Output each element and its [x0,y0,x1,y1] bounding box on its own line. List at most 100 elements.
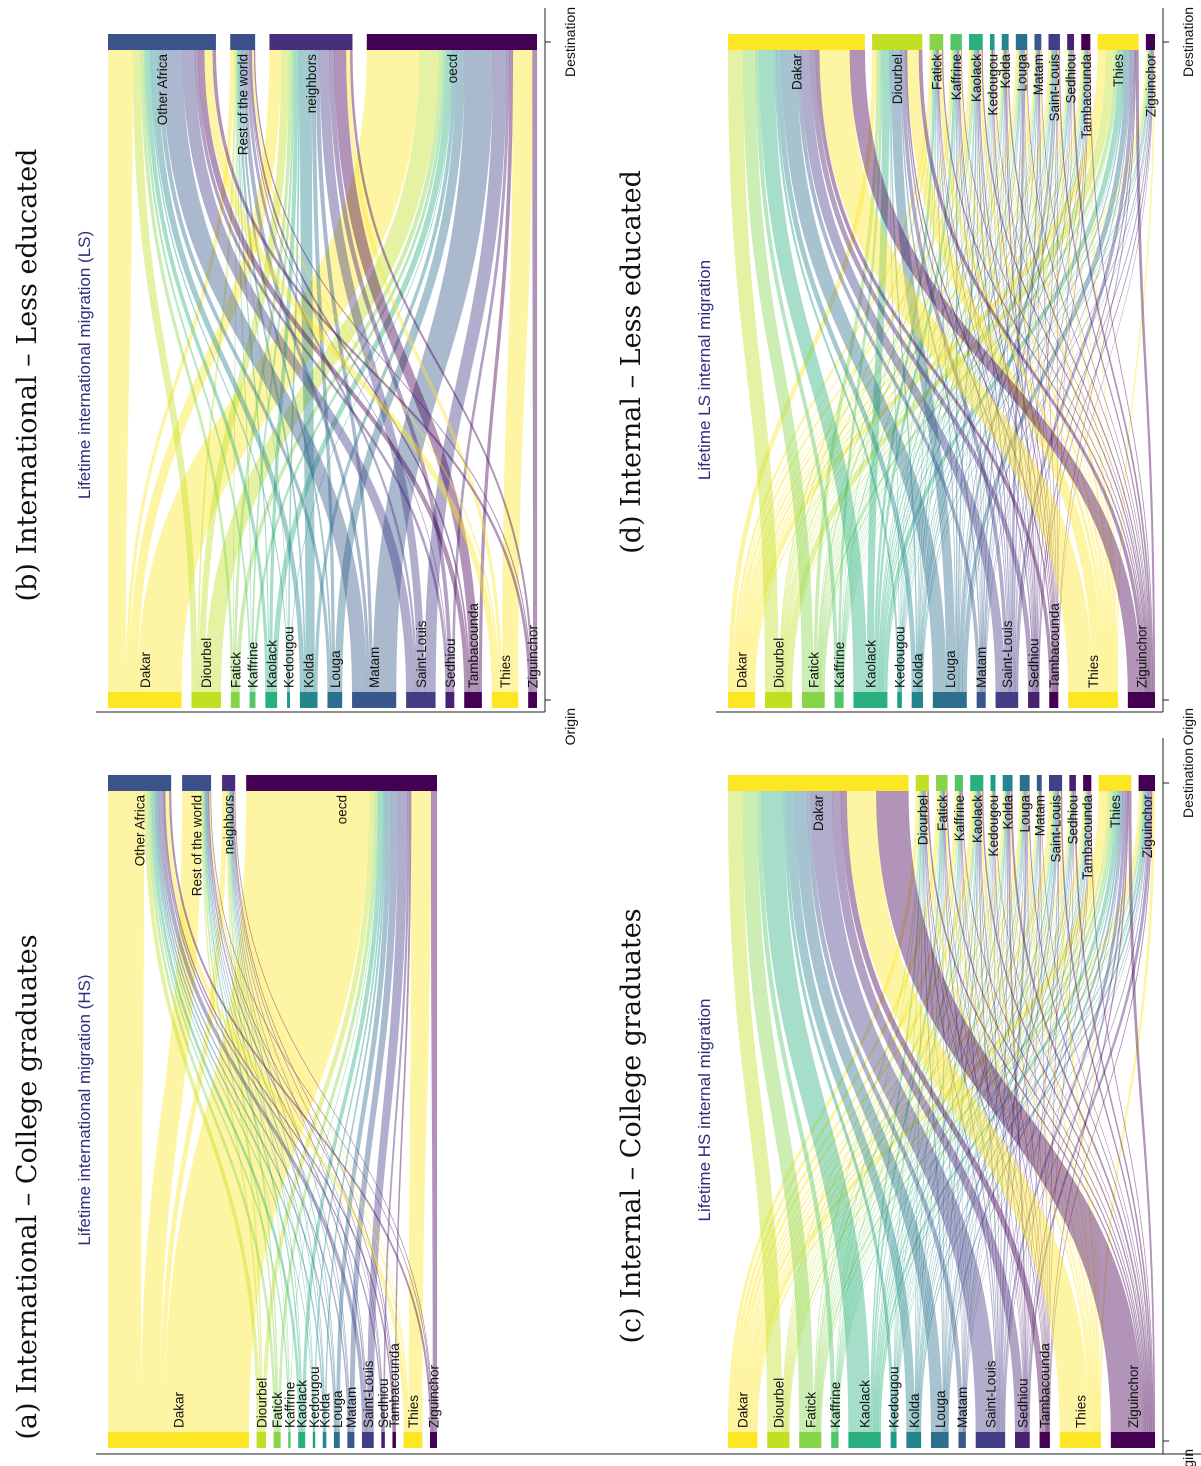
flow-ziguinchor-to-rest-of-the-world [253,49,532,693]
destination-label-louga: Louga [1015,54,1030,92]
flow-ziguinchor-to-thies [1128,790,1156,1433]
origin-label-matam: Matam [367,647,382,688]
origin-node-louga [333,1432,340,1448]
origin-node-fatick [802,692,825,708]
origin-node-thies [1068,692,1118,708]
origin-node-louga [932,692,967,708]
origin-label-dakar: Dakar [138,651,153,688]
origin-label-kedougou: Kedougou [893,626,908,688]
origin-node-sedhiou [1028,692,1040,708]
flow-ziguinchor-to-sedhiou [1072,49,1153,693]
destination-label-diourbel: Diourbel [890,54,905,104]
origin-label-kedougou: Kedougou [307,1366,322,1428]
flow-dakar-to-neighbors [128,49,282,693]
destination-node-sedhiou [1069,775,1076,791]
origin-node-kedougou [312,1432,316,1448]
destination-label-oecd: oecd [335,795,350,824]
origin-label-kaffrine: Kaffrine [246,642,261,688]
panel-a-chart: Dakar Diourbel Fatick Kaffrine Kaolack Kedoug… [96,775,1201,1455]
origin-node-diourbel [256,1432,266,1448]
origin-axis-label: Origin [1180,708,1196,745]
origin-label-ziguinchor: Ziguinchor [1134,624,1149,688]
destination-node-neighbors [222,775,236,791]
flow-ziguinchor-to-fatick [941,49,1146,693]
origin-label-saint-louis: Saint-Louis [983,1360,998,1428]
destination-node-oecd [366,34,537,50]
origin-node-saint-louis [975,1432,1006,1448]
origin-node-matam [958,1432,966,1448]
origin-node-kedougou [890,1432,897,1448]
destination-label-matam: Matam [1031,54,1046,95]
flow-ziguinchor-to-kaolack [981,49,1148,693]
origin-label-diourbel: Diourbel [254,1378,269,1428]
origin-label-saint-louis: Saint-Louis [414,620,429,688]
flow-ziguinchor-to-dakar [849,49,1142,693]
origin-node-kedougou [287,692,290,708]
origin-node-louga [327,692,343,708]
flow-ziguinchor-to-oecd [430,790,438,1433]
origin-node-saint-louis [406,692,436,708]
destination-node-oecd [246,775,437,791]
destination-node-kedougou [990,775,996,791]
destination-label-oecd: oecd [445,54,460,83]
origin-node-saint-louis [995,692,1019,708]
origin-label-thies: Thies [498,655,513,688]
destination-label-saint-louis: Saint-Louis [1049,795,1064,863]
destination-node-neighbors [269,34,353,50]
destination-label-saint-louis: Saint-Louis [1047,54,1062,122]
origin-node-dakar [108,1432,249,1448]
origin-axis-label: Origin [1180,1449,1196,1466]
origin-label-kaffrine: Kaffrine [828,1382,843,1428]
origin-label-dakar: Dakar [172,1391,187,1428]
origin-node-matam [976,692,986,708]
origin-node-thies [403,1432,423,1448]
origin-node-fatick [273,1432,281,1448]
destination-node-tambacounda [1081,34,1091,50]
origin-label-kolda: Kolda [910,653,925,688]
origin-label-matam: Matam [974,647,989,688]
flows [107,49,538,693]
origin-node-fatick [230,692,240,708]
destination-node-matam [1036,775,1042,791]
origin-node-matam [352,692,397,708]
origin-label-fatick: Fatick [803,1392,818,1428]
panel-c-subtitle: Lifetime HS internal migration [695,999,714,1222]
origin-label-kolda: Kolda [318,1393,333,1428]
destination-label-kaffrine: Kaffrine [949,54,964,100]
destination-label-sedhiou: Sedhiou [1064,54,1079,104]
panel-b-chart: Dakar Diourbel Fatick Kaffrine Kaolack Kedoug… [96,7,578,745]
origin-node-ziguinchor [429,1432,437,1448]
origin-node-louga [930,1432,949,1448]
origin-node-kolda [906,1432,922,1448]
origin-node-kaffrine [834,692,844,708]
destination-node-tambacounda [1083,775,1092,791]
flow-kaffrine-to-oecd [289,790,379,1433]
origin-label-kaffrine: Kaffrine [282,1382,297,1428]
destination-label-rest-of-the-world: Rest of the world [236,54,251,155]
panel-d-subtitle: Lifetime LS internal migration [695,260,714,480]
panel-a-subtitle: Lifetime international migration (HS) [75,974,94,1245]
panel-b-title: (b) International – Less educated [12,149,43,602]
destination-label-tambacounda: Tambacounda [1079,54,1094,139]
origin-label-diourbel: Diourbel [771,1378,786,1428]
destination-label-kaolack: Kaolack [969,54,984,102]
destination-label-diourbel: Diourbel [915,795,930,845]
flow-diourbel-to-thies [787,790,1111,1433]
destination-node-saint-louis [1048,34,1060,50]
flow-dakar-to-other-africa [107,49,133,693]
origin-node-kolda [299,692,318,708]
flow-ziguinchor-to-louga [1028,790,1151,1433]
origin-label-ziguinchor: Ziguinchor [426,1364,441,1428]
panel-c-title: (c) Internal – College graduates [616,908,647,1343]
origin-label-dakar: Dakar [735,651,750,688]
flow-ziguinchor-to-dakar [875,790,1144,1433]
origin-node-kaolack [848,1432,881,1448]
destination-label-dakar: Dakar [811,795,826,832]
origin-label-louga: Louga [943,650,958,688]
destination-node-ziguinchor [1145,34,1155,50]
origin-label-thies: Thies [1086,655,1101,688]
origin-label-kaolack: Kaolack [863,640,878,688]
destination-node-other-africa [108,34,216,50]
origin-label-kaolack: Kaolack [858,1380,873,1428]
flow-dakar-to-oecd [164,790,370,1433]
